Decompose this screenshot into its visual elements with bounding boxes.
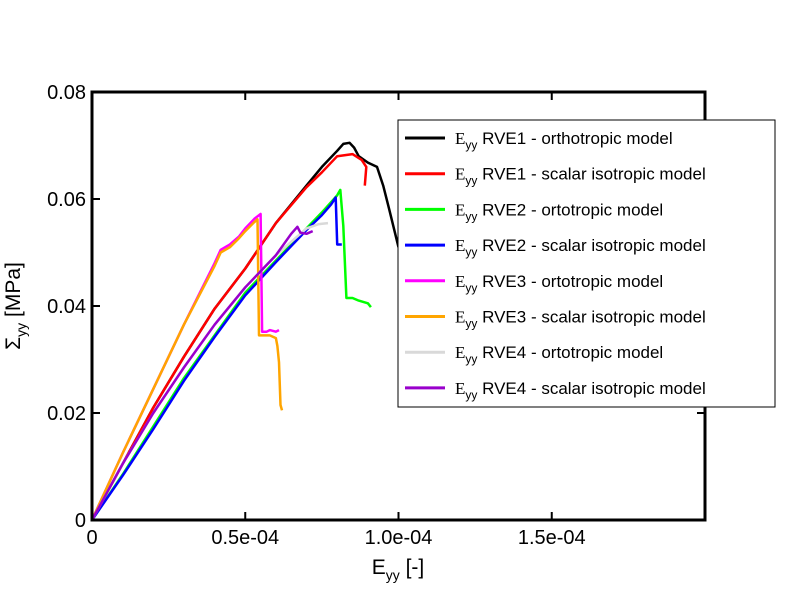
legend-label-1: Eyy RVE1 - orthotropic model (455, 129, 673, 152)
legend-label-7: Eyy RVE4 - ortotropic model (455, 343, 663, 366)
series-line-2 (90, 152, 368, 521)
legend-symbol: E (455, 272, 465, 291)
legend-symbol-sub: yy (465, 209, 477, 223)
series-line-8 (90, 225, 314, 521)
y-tick-label: 0.06 (47, 189, 86, 211)
legend-series-name: RVE4 - ortotropic model (477, 343, 663, 362)
legend-symbol-sub: yy (465, 317, 477, 331)
axis-ticks (91, 91, 705, 521)
x-tick-label: 0.5e-04 (211, 527, 279, 549)
y-axis-title-main: Σ (2, 337, 25, 350)
legend-series-name: RVE3 - ortotropic model (477, 272, 663, 291)
x-axis-title-unit: [-] (400, 556, 425, 579)
legend-series-name: RVE4 - scalar isotropic model (477, 379, 705, 398)
y-axis-title: Σyy [MPa] (2, 262, 29, 350)
x-tick-label: 0 (86, 527, 97, 549)
series-line-4 (90, 196, 342, 521)
legend-label-2: Eyy RVE1 - scalar isotropic model (455, 165, 706, 188)
legend-series-name: RVE2 - scalar isotropic model (477, 236, 705, 255)
legend-symbol-sub: yy (465, 174, 477, 188)
legend-symbol: E (455, 343, 465, 362)
x-axis-title-sub: yy (386, 567, 400, 583)
x-axis-title-main: E (372, 556, 386, 579)
legend-symbol: E (455, 379, 465, 398)
y-tick-label: 0.02 (47, 403, 86, 425)
y-axis-title-unit: [MPa] (2, 262, 25, 323)
legend-box (397, 119, 776, 408)
y-tick-label: 0 (75, 510, 86, 532)
legend-series-name: RVE1 - orthotropic model (477, 129, 672, 148)
legend-label-3: Eyy RVE2 - ortotropic model (455, 200, 663, 223)
legend-label-4: Eyy RVE2 - scalar isotropic model (455, 236, 706, 259)
x-tick-label: 1.5e-04 (518, 527, 586, 549)
legend-symbol-sub: yy (465, 281, 477, 295)
legend-symbol-sub: yy (465, 245, 477, 259)
y-tick-label: 0.04 (47, 296, 86, 318)
legend-symbol-sub: yy (465, 138, 477, 152)
legend-symbol: E (455, 308, 465, 327)
legend-symbol: E (455, 236, 465, 255)
axis-tick-labels: 0 0.5e-04 1.0e-04 1.5e-04 0 0.02 0.04 0.06 0.08 (47, 82, 586, 549)
legend-symbol-sub: yy (465, 388, 477, 402)
legend-symbol: E (455, 200, 465, 219)
legend-symbol-sub: yy (465, 352, 477, 366)
x-tick-label: 1.0e-04 (365, 527, 433, 549)
legend-label-6: Eyy RVE3 - scalar isotropic model (455, 308, 706, 331)
legend-label-8: Eyy RVE4 - scalar isotropic model (455, 379, 706, 402)
legend-series-name: RVE3 - scalar isotropic model (477, 308, 705, 327)
x-axis-title: Eyy [-] (372, 556, 425, 583)
series-line-6 (90, 218, 284, 521)
series-line-3 (90, 188, 372, 521)
legend-series-name: RVE2 - ortotropic model (477, 200, 663, 219)
legend-symbol: E (455, 129, 465, 148)
legend-label-5: Eyy RVE3 - ortotropic model (455, 272, 663, 295)
legend-series-name: RVE1 - scalar isotropic model (477, 165, 705, 184)
series-layer (90, 141, 400, 521)
y-tick-label: 0.08 (47, 82, 86, 104)
y-axis-title-sub: yy (13, 323, 29, 337)
legend-symbol: E (455, 165, 465, 184)
